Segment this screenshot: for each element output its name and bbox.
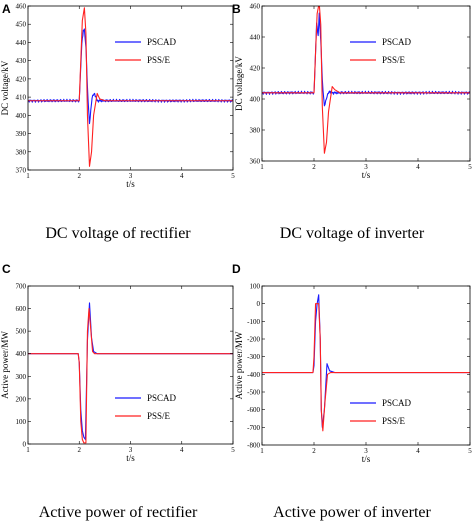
y-tick-label: -500 <box>247 389 260 397</box>
chart-panel-b: B DC voltage of inverter 1 2 3 4 5 360 380 400 4… <box>232 2 472 242</box>
panel-letter: C <box>2 262 11 276</box>
x-tick-label: 1 <box>260 163 264 171</box>
chart-caption: DC voltage of rectifier <box>45 225 191 242</box>
y-axis-label: DC voltage/kV <box>234 56 244 111</box>
series-line-psse <box>262 303 470 432</box>
x-tick-label: 1 <box>26 446 30 454</box>
plot-frame <box>27 285 234 445</box>
legend-label: PSCAD <box>147 37 177 47</box>
y-tick-label: 450 <box>16 21 27 29</box>
y-tick-label: 440 <box>250 34 261 42</box>
y-axis-label: Active power/MW <box>0 331 10 399</box>
y-tick-label: 460 <box>16 3 27 11</box>
chart-panel-d: D Active power of inverter 1 2 3 4 5 -800 -700… <box>232 262 472 521</box>
x-tick-label: 3 <box>129 446 133 454</box>
y-tick-label: 0 <box>257 300 261 308</box>
y-tick-label: 700 <box>16 283 27 291</box>
panel-letter: A <box>2 2 11 16</box>
y-tick-label: -200 <box>247 336 260 344</box>
series-line-pscad <box>28 28 233 125</box>
y-tick-label: 430 <box>16 57 27 65</box>
y-tick-label: 300 <box>16 373 27 381</box>
y-tick-label: 420 <box>250 65 261 73</box>
x-tick-label: 3 <box>364 447 368 455</box>
x-tick-label: 1 <box>26 172 30 180</box>
x-tick-label: 2 <box>78 172 82 180</box>
chart-panel-a: A DC voltage of rectifier 1 2 3 4 5 370 380 390… <box>0 2 235 242</box>
x-tick-label: 4 <box>180 172 184 180</box>
y-tick-label: 460 <box>250 3 261 11</box>
y-tick-label: 380 <box>250 127 261 135</box>
x-tick-label: 3 <box>129 172 133 180</box>
panel-letter: D <box>232 262 241 276</box>
chart-panel-c: C Active power of rectifier 1 2 3 4 5 0 100 200… <box>0 262 235 521</box>
x-tick-label: 2 <box>78 446 82 454</box>
y-tick-label: 200 <box>16 395 27 403</box>
plot-frame <box>261 5 471 162</box>
x-tick-label: 4 <box>416 447 420 455</box>
chart-caption: Active power of rectifier <box>39 504 198 521</box>
y-tick-label: 390 <box>16 130 27 138</box>
legend-label: PSS/E <box>147 411 171 421</box>
x-tick-label: 2 <box>312 163 316 171</box>
y-axis-label: Active power/MW <box>234 331 244 399</box>
y-tick-label: -300 <box>247 353 260 361</box>
chart-caption: DC voltage of inverter <box>280 225 425 242</box>
y-tick-label: 0 <box>23 441 27 449</box>
series-line-pscad <box>262 12 470 107</box>
chart-caption: Active power of inverter <box>273 504 431 521</box>
y-tick-label: 100 <box>16 418 27 426</box>
x-axis-label: t/s <box>126 179 135 189</box>
y-tick-label: 420 <box>16 75 27 83</box>
panel-letter: B <box>232 2 241 16</box>
y-tick-label: -400 <box>247 371 260 379</box>
x-tick-label: 5 <box>231 446 235 454</box>
x-axis-label: t/s <box>126 453 135 463</box>
x-tick-label: 1 <box>260 447 264 455</box>
legend-label: PSS/E <box>382 416 406 426</box>
x-tick-label: 3 <box>364 163 368 171</box>
y-tick-label: 600 <box>16 305 27 313</box>
legend-label: PSS/E <box>147 55 171 65</box>
series-line-psse <box>262 6 470 154</box>
legend-label: PSCAD <box>147 393 177 403</box>
x-tick-label: 4 <box>180 446 184 454</box>
y-tick-label: -800 <box>247 442 260 450</box>
series-line-psse <box>28 308 233 444</box>
x-tick-label: 4 <box>416 163 420 171</box>
y-tick-label: 360 <box>250 158 261 166</box>
y-tick-label: -700 <box>247 424 260 432</box>
series-line-pscad <box>28 302 233 441</box>
y-tick-label: 400 <box>16 112 27 120</box>
x-tick-label: 2 <box>312 447 316 455</box>
y-tick-label: 440 <box>16 39 27 47</box>
y-tick-label: 400 <box>16 350 27 358</box>
x-axis-label: t/s <box>362 454 371 464</box>
y-tick-label: 500 <box>16 328 27 336</box>
legend-label: PSS/E <box>382 55 406 65</box>
series-line-psse <box>28 7 233 167</box>
legend-label: PSCAD <box>382 37 412 47</box>
x-tick-label: 5 <box>231 172 235 180</box>
y-tick-label: 380 <box>16 148 27 156</box>
x-axis-label: t/s <box>362 170 371 180</box>
y-tick-label: 400 <box>250 96 261 104</box>
series-line-pscad <box>262 294 470 428</box>
y-tick-label: -100 <box>247 318 260 326</box>
x-tick-label: 5 <box>468 163 472 171</box>
y-axis-label: DC voltage/kV <box>0 60 10 115</box>
y-tick-label: 410 <box>16 94 27 102</box>
plot-frame <box>27 5 234 171</box>
y-tick-label: -600 <box>247 406 260 414</box>
y-tick-label: 370 <box>16 167 27 175</box>
legend-label: PSCAD <box>382 398 412 408</box>
x-tick-label: 5 <box>468 447 472 455</box>
y-tick-label: 100 <box>250 283 261 291</box>
